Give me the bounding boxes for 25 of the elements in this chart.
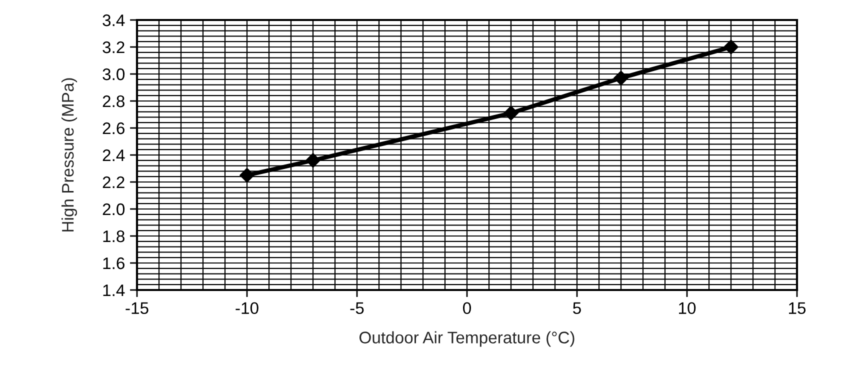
x-tick-label: 15 bbox=[789, 302, 806, 314]
y-tick-label: 2.4 bbox=[102, 149, 125, 162]
y-axis-title: High Pressure (MPa) bbox=[61, 78, 78, 232]
point bbox=[504, 106, 518, 121]
y-tick-label: 1.4 bbox=[103, 284, 125, 296]
y-tick-label: 2.0 bbox=[102, 203, 125, 216]
x-tick-label: -15 bbox=[126, 302, 148, 314]
point bbox=[306, 153, 320, 168]
y-tick-label: 3.2 bbox=[102, 41, 124, 54]
y-tick-label: 3.4 bbox=[102, 14, 125, 26]
x-tick-label: 10 bbox=[679, 302, 696, 314]
x-axis-title: Outdoor Air Temperature (°C) bbox=[359, 331, 574, 347]
y-tick-label: 3.0 bbox=[102, 68, 125, 80]
y-tick-label: 1.6 bbox=[103, 257, 124, 270]
point bbox=[614, 70, 628, 86]
y-tick-label: 2.6 bbox=[102, 122, 124, 134]
x-tick-label: 5 bbox=[573, 302, 581, 314]
y-tick-label: 2.2 bbox=[102, 176, 124, 188]
x-tick-label: -5 bbox=[350, 302, 364, 314]
x-tick-label: -10 bbox=[236, 302, 258, 314]
y-tick-label: 2.8 bbox=[102, 95, 124, 108]
x-tick-label: 0 bbox=[463, 302, 471, 314]
y-tick-label: 1.8 bbox=[103, 230, 124, 242]
point bbox=[724, 40, 738, 54]
point bbox=[240, 168, 254, 183]
